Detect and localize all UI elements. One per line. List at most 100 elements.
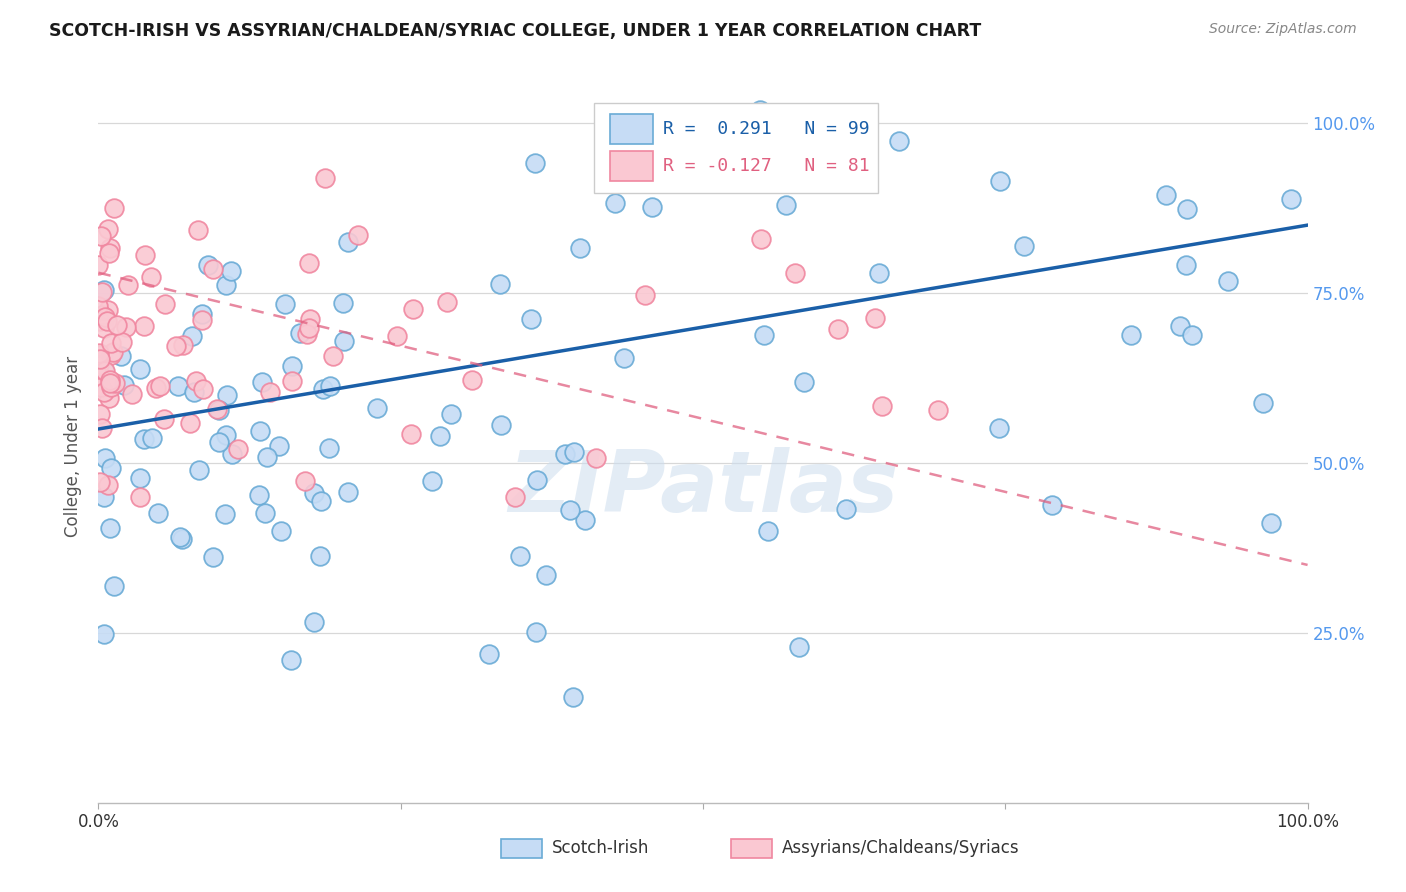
Point [89, 475, 111, 490]
Point [332, 296, 354, 310]
Point [97, 222, 120, 236]
Point [1154, 188, 1177, 202]
Point [91, 308, 114, 322]
Point [93, 321, 115, 335]
Point [489, 277, 512, 292]
Point [87, 299, 110, 313]
Point [97, 392, 120, 406]
Point [145, 381, 167, 395]
Point [270, 524, 292, 538]
Point [170, 532, 193, 546]
Point [319, 379, 342, 393]
Y-axis label: College, Under 1 year: College, Under 1 year [65, 355, 83, 537]
Point [641, 200, 664, 214]
Point [97, 303, 120, 318]
Point [534, 568, 557, 582]
Point [519, 312, 541, 326]
Point [503, 490, 526, 504]
Point [322, 349, 344, 363]
Point [560, 503, 582, 517]
Point [585, 450, 607, 465]
Point [93, 384, 115, 399]
FancyBboxPatch shape [610, 152, 654, 181]
Point [100, 461, 122, 475]
Point [180, 329, 202, 343]
Point [169, 530, 191, 544]
Text: Assyrians/Chaldeans/Syriacs: Assyrians/Chaldeans/Syriacs [782, 838, 1019, 856]
Point [100, 348, 122, 362]
Point [478, 648, 501, 662]
Point [318, 441, 340, 455]
Point [870, 400, 893, 414]
Point [87, 259, 110, 273]
Point [97, 477, 120, 491]
Point [927, 403, 949, 417]
Point [96, 314, 118, 328]
Point [280, 653, 302, 667]
Point [129, 490, 152, 504]
Point [399, 426, 422, 441]
Point [90, 228, 112, 243]
Point [114, 320, 136, 334]
Point [153, 297, 176, 311]
Point [887, 135, 910, 149]
Point [749, 232, 772, 246]
Point [1014, 239, 1036, 253]
Point [93, 490, 115, 504]
Text: SCOTCH-IRISH VS ASSYRIAN/CHALDEAN/SYRIAC COLLEGE, UNDER 1 YEAR CORRELATION CHART: SCOTCH-IRISH VS ASSYRIAN/CHALDEAN/SYRIAC… [49, 22, 981, 40]
Point [129, 470, 152, 484]
Point [267, 439, 290, 453]
Point [249, 424, 271, 438]
Point [208, 435, 231, 450]
Point [94, 310, 117, 324]
Point [509, 549, 531, 564]
FancyBboxPatch shape [595, 103, 879, 193]
Point [184, 374, 207, 388]
Point [139, 270, 162, 285]
Point [281, 375, 304, 389]
Point [121, 386, 143, 401]
Point [863, 310, 886, 325]
Point [281, 359, 304, 373]
Point [214, 278, 236, 293]
Point [775, 198, 797, 212]
Point [1168, 319, 1191, 334]
Point [105, 318, 128, 333]
Point [103, 201, 125, 215]
Point [311, 493, 333, 508]
Point [172, 338, 194, 352]
Point [990, 174, 1012, 188]
Point [187, 223, 209, 237]
Point [219, 264, 242, 278]
Point [94, 364, 117, 378]
Point [298, 256, 321, 270]
Text: Scotch-Irish: Scotch-Irish [551, 838, 650, 856]
Point [165, 339, 187, 353]
Point [98, 376, 121, 391]
Point [783, 265, 806, 279]
Point [868, 267, 890, 281]
Point [605, 195, 627, 210]
Point [134, 248, 156, 262]
Text: ZIPatlas: ZIPatlas [508, 447, 898, 531]
Point [460, 373, 482, 387]
Point [749, 103, 772, 117]
Point [1251, 395, 1274, 409]
Point [141, 431, 163, 445]
Point [215, 428, 238, 442]
Point [333, 334, 356, 348]
Point [205, 402, 228, 417]
Point [347, 227, 370, 242]
Point [221, 446, 243, 460]
Point [91, 421, 114, 435]
Point [302, 615, 325, 630]
Point [524, 624, 547, 639]
Point [297, 327, 319, 342]
Point [89, 314, 111, 328]
Point [752, 328, 775, 343]
Point [100, 335, 122, 350]
FancyBboxPatch shape [501, 839, 543, 858]
Point [574, 513, 596, 527]
Point [132, 319, 155, 334]
Point [1042, 498, 1064, 512]
